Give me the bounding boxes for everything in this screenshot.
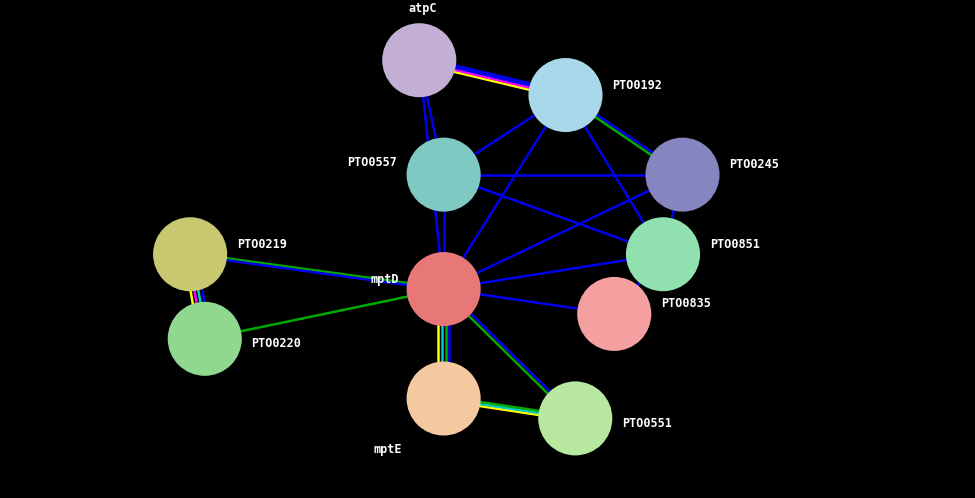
Ellipse shape (407, 362, 481, 436)
Ellipse shape (407, 252, 481, 326)
Ellipse shape (626, 217, 700, 291)
Ellipse shape (528, 58, 603, 132)
Text: PTO0220: PTO0220 (252, 337, 301, 350)
Text: PTO0192: PTO0192 (612, 79, 662, 92)
Text: PTO0835: PTO0835 (661, 297, 711, 310)
Ellipse shape (538, 381, 612, 455)
Text: mptD: mptD (370, 272, 399, 286)
Text: PTO0551: PTO0551 (622, 417, 672, 430)
Ellipse shape (645, 137, 720, 212)
Text: atpC: atpC (409, 2, 438, 15)
Ellipse shape (577, 277, 651, 351)
Ellipse shape (382, 23, 456, 97)
Ellipse shape (153, 217, 227, 291)
Text: PTO0219: PTO0219 (237, 238, 287, 251)
Ellipse shape (407, 137, 481, 212)
Text: PTO0851: PTO0851 (710, 238, 760, 251)
Text: mptE: mptE (373, 443, 402, 456)
Text: PTO0245: PTO0245 (729, 158, 779, 171)
Ellipse shape (168, 302, 242, 376)
Text: PTO0557: PTO0557 (347, 156, 397, 169)
